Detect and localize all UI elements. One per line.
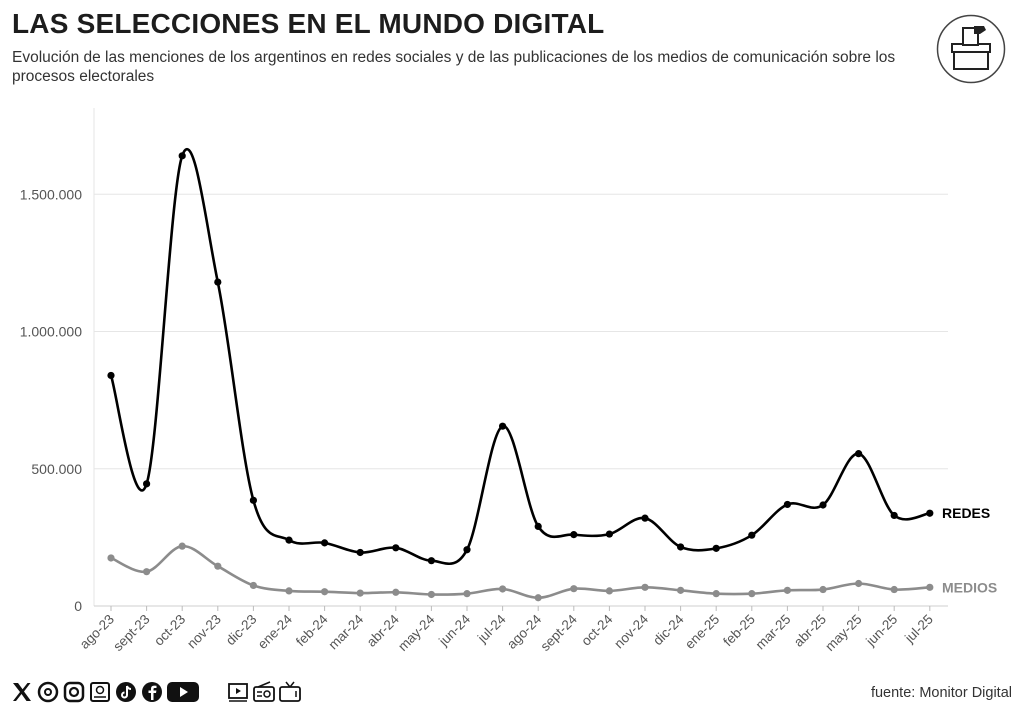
y-tick-label: 1.000.000	[20, 324, 82, 340]
x-tick-label: sept-24	[537, 611, 580, 654]
data-point-medios	[427, 590, 435, 599]
data-point-medios	[499, 585, 507, 593]
data-point-redes	[926, 509, 934, 517]
data-point-medios	[926, 583, 934, 591]
data-point-redes	[641, 514, 649, 522]
data-point-redes	[677, 543, 685, 551]
x-tick-label: nov-24	[611, 611, 651, 651]
series-label-redes: REDES	[942, 505, 990, 521]
data-point-redes	[356, 548, 364, 557]
x-tick-label: feb-24	[293, 611, 331, 649]
video-icon	[228, 683, 248, 702]
data-point-redes	[819, 501, 827, 509]
x-tick-label: ene-25	[682, 612, 722, 652]
x-tick-label: nov-23	[184, 612, 224, 652]
data-point-medios	[534, 594, 542, 602]
data-point-medios	[143, 568, 151, 576]
radio-icon	[253, 681, 275, 702]
x-tick-label: oct-23	[151, 612, 188, 649]
data-point-redes	[143, 480, 151, 488]
series-line-medios	[110, 544, 930, 600]
data-point-medios	[641, 583, 649, 591]
data-point-medios	[855, 579, 863, 588]
x-tick-label: dic-23	[223, 612, 260, 649]
data-point-medios	[605, 587, 614, 595]
data-point-medios	[356, 589, 364, 597]
data-point-medios	[570, 585, 578, 593]
data-point-redes	[605, 530, 614, 538]
data-point-redes	[392, 544, 400, 552]
data-point-redes	[783, 500, 792, 509]
data-point-redes	[534, 522, 542, 530]
instagram-icon	[63, 681, 85, 703]
youtube-icon	[167, 682, 199, 702]
data-point-redes	[890, 511, 898, 520]
y-tick-label: 1.500.000	[20, 186, 82, 202]
series-line-redes	[109, 147, 931, 566]
y-tick-label: 500.000	[31, 461, 82, 477]
social-icons	[10, 680, 302, 704]
x-tick-label: ene-24	[255, 611, 296, 652]
data-point-redes	[463, 546, 471, 554]
x-tick-label: oct-24	[578, 611, 615, 648]
chart-title: LAS SELECCIONES EN EL MUNDO DIGITAL	[12, 8, 605, 39]
data-point-medios	[890, 585, 898, 594]
data-point-medios	[285, 587, 293, 595]
data-point-medios	[783, 586, 792, 594]
data-point-medios	[392, 588, 400, 596]
x-tick-label: ago-23	[77, 612, 117, 652]
data-point-medios	[321, 588, 329, 596]
data-point-redes	[107, 371, 115, 380]
data-point-medios	[748, 590, 756, 598]
facebook-icon	[142, 682, 162, 702]
x-tick-label: may-24	[395, 611, 438, 654]
data-point-medios	[712, 590, 720, 598]
data-point-redes	[748, 531, 756, 539]
x-tick-label: may-25	[822, 612, 864, 654]
data-point-redes	[178, 152, 186, 160]
data-point-medios	[107, 554, 115, 562]
y-tick-label: 0	[74, 598, 82, 614]
data-point-medios	[178, 542, 186, 550]
x-tick-label: sept-23	[110, 612, 152, 654]
data-point-redes	[214, 278, 222, 286]
data-point-redes	[249, 496, 257, 504]
newspaper-icon	[90, 682, 110, 702]
data-point-redes	[427, 557, 435, 565]
x-tick-label: jul-25	[901, 612, 936, 647]
data-point-redes	[499, 422, 507, 430]
threads-icon	[37, 681, 59, 703]
data-point-redes	[285, 536, 293, 544]
tiktok-icon	[116, 682, 136, 702]
data-point-redes	[855, 450, 863, 458]
data-point-medios	[677, 586, 685, 594]
x-tick-label: jun-24	[435, 611, 473, 649]
ballot-box-icon	[936, 14, 1006, 84]
data-point-redes	[570, 531, 578, 539]
x-tick-label: mar-24	[325, 611, 366, 652]
x-tick-label: mar-25	[753, 612, 794, 653]
x-tick-label: feb-25	[720, 612, 758, 650]
data-point-medios	[463, 590, 471, 598]
data-point-medios	[819, 585, 827, 594]
x-icon	[13, 683, 31, 701]
x-tick-label: dic-24	[650, 611, 687, 648]
tv-icon	[279, 681, 301, 702]
x-tick-label: jun-25	[862, 612, 900, 650]
data-point-redes	[712, 544, 720, 552]
data-point-redes	[321, 539, 329, 547]
line-chart: 0 500.000 1.000.000 1.500.000 ago-23sept-23…	[20, 108, 997, 654]
chart-subtitle: Evolución de las menciones de los argent…	[12, 49, 896, 85]
series-label-medios: MEDIOS	[942, 579, 997, 595]
source-note: fuente: Monitor Digital	[870, 685, 1012, 701]
data-point-medios	[214, 562, 222, 570]
data-point-medios	[249, 581, 257, 590]
